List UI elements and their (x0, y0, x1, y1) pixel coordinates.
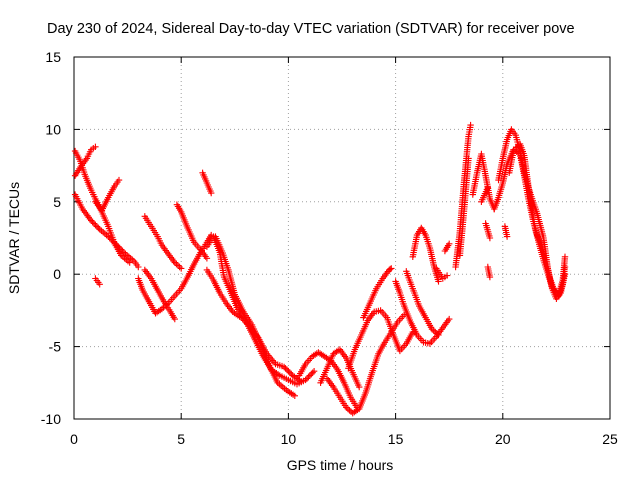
data-point (119, 247, 126, 255)
data-point (465, 155, 472, 162)
chart-title: Day 230 of 2024, Sidereal Day-to-day VTE… (47, 21, 575, 37)
data-point (291, 392, 298, 399)
data-point (105, 233, 112, 240)
data-point (109, 237, 116, 245)
data-point (388, 265, 395, 272)
data-point (173, 260, 180, 268)
data-point (115, 243, 122, 250)
y-tick-label: 15 (45, 49, 61, 65)
data-point (110, 239, 118, 246)
data-point (93, 223, 101, 230)
data-point (92, 221, 99, 229)
x-tick-labels: 0 5 10 15 20 25 (70, 431, 618, 447)
data-point (106, 234, 113, 242)
data-point (486, 273, 494, 281)
data-point (484, 184, 491, 191)
data-point (113, 242, 121, 249)
data-points (71, 121, 569, 417)
data-point (174, 262, 182, 269)
data-point (561, 253, 569, 260)
data-point (303, 375, 311, 382)
data-point (435, 278, 442, 285)
data-point (178, 265, 185, 272)
data-point (203, 255, 211, 262)
data-point (88, 217, 95, 224)
y-tick-labels: -10 -5 0 5 10 15 (41, 49, 61, 427)
data-point (503, 233, 511, 240)
data-point (95, 224, 102, 232)
data-point (280, 363, 288, 371)
data-point (285, 368, 292, 375)
data-point (302, 376, 309, 384)
x-tick-label: 25 (602, 431, 618, 447)
data-point (176, 263, 183, 271)
data-point (96, 281, 103, 288)
data-point (90, 220, 98, 227)
data-point (467, 121, 474, 129)
data-point (120, 249, 128, 256)
data-point (118, 246, 125, 253)
data-point (446, 240, 453, 247)
data-point (115, 176, 123, 184)
data-point (305, 373, 312, 381)
data-point (310, 368, 318, 375)
data-point (435, 331, 442, 339)
data-point (208, 189, 215, 197)
data-point (92, 143, 99, 150)
x-tick-label: 0 (70, 431, 78, 447)
data-point (286, 369, 293, 376)
data-point (443, 272, 451, 279)
data-point (486, 234, 494, 242)
data-point (344, 405, 352, 413)
y-axis-label: SDTVAR / TECUs (6, 182, 22, 294)
x-tick-label: 5 (177, 431, 185, 447)
data-point (283, 366, 291, 373)
y-tick-label: 5 (53, 194, 61, 210)
y-tick-label: 0 (53, 266, 61, 282)
data-point (116, 244, 123, 252)
y-tick-label: -10 (41, 411, 61, 427)
data-point (446, 315, 453, 323)
y-tick-label: -5 (49, 339, 62, 355)
data-point (135, 263, 142, 271)
data-point (112, 240, 119, 247)
data-point (171, 315, 178, 323)
y-tick-label: 10 (45, 121, 61, 137)
x-tick-label: 20 (495, 431, 511, 447)
data-point (282, 365, 289, 372)
data-point (306, 372, 313, 379)
data-point (108, 236, 115, 243)
plot-frame (73, 56, 611, 420)
axis-ticks (73, 56, 611, 420)
data-point (309, 369, 316, 376)
data-point (308, 370, 315, 378)
x-tick-label: 10 (281, 431, 297, 447)
x-axis-label: GPS time / hours (287, 457, 394, 473)
data-point (356, 383, 363, 391)
data-point (89, 218, 96, 226)
x-tick-label: 15 (388, 431, 404, 447)
grid-lines (74, 57, 610, 419)
data-point (387, 265, 394, 273)
